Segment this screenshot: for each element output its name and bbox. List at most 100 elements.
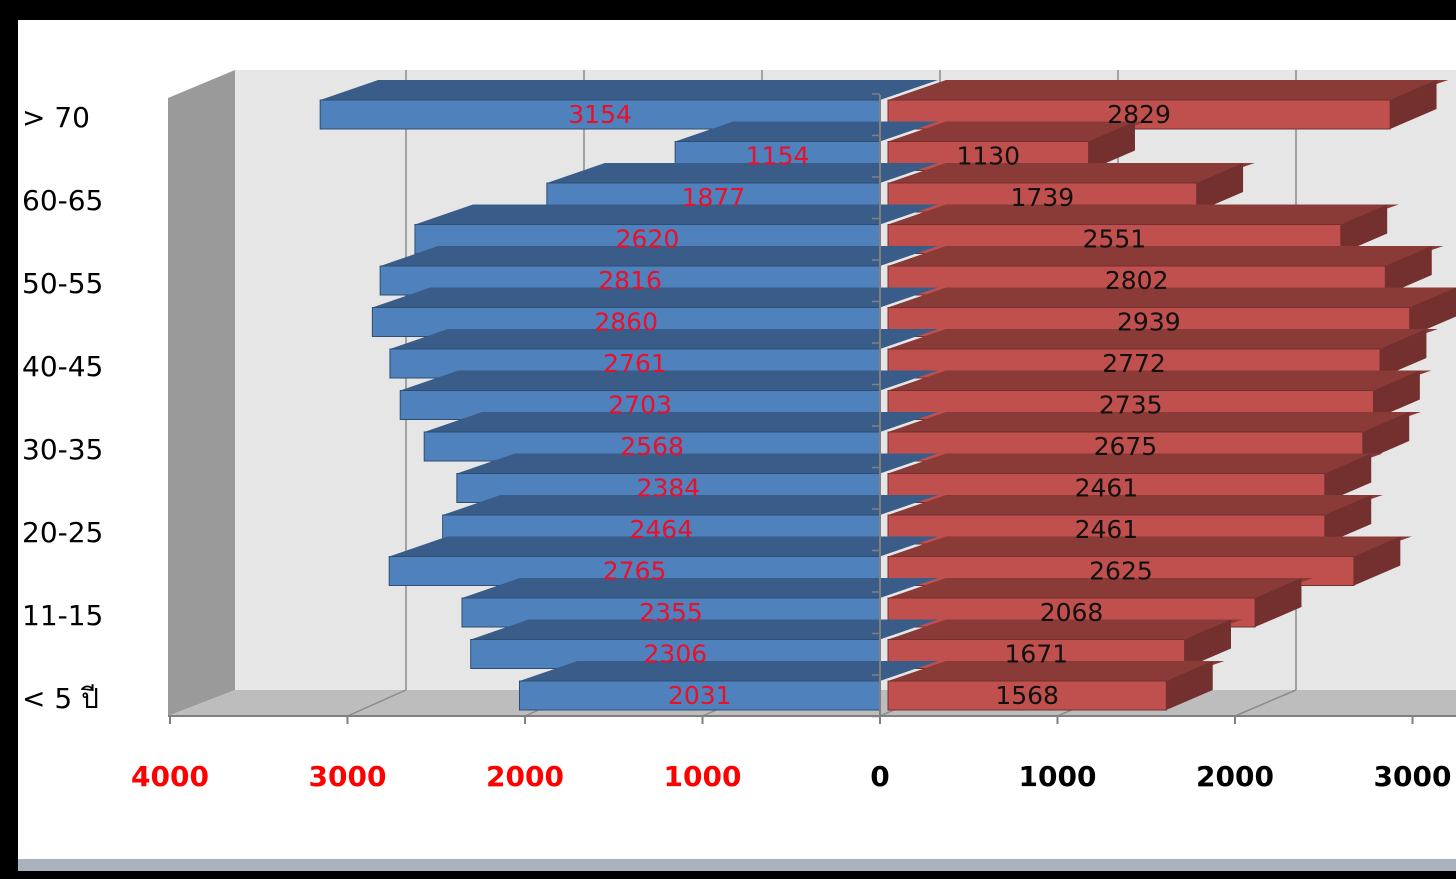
category-label: 20-25 — [22, 516, 103, 549]
category-label: 11-15 — [22, 599, 103, 632]
bar-male-top — [546, 163, 938, 183]
bar-female-side — [1373, 370, 1420, 420]
bar-male-top — [389, 536, 938, 557]
bar-male — [518, 680, 881, 711]
data-label-female: 2802 — [1105, 266, 1169, 295]
bar-female-top — [888, 121, 1147, 142]
bar-female-top — [888, 536, 1412, 557]
data-label-male: 1877 — [682, 183, 746, 212]
category-label: > 70 — [22, 101, 90, 134]
bar-female-side — [1166, 661, 1213, 710]
bar-male-top — [400, 370, 938, 391]
bar-female-side — [1255, 578, 1302, 627]
bar-female-top — [888, 246, 1444, 266]
bar-male-top — [470, 619, 938, 640]
data-label-male: 2355 — [639, 598, 703, 627]
bars — [319, 80, 1456, 711]
data-label-male: 1154 — [746, 142, 810, 171]
data-label-female: 1568 — [995, 681, 1059, 710]
bar-female-side — [1324, 453, 1372, 503]
data-label-male: 2761 — [603, 349, 667, 378]
bar-female-side — [1340, 204, 1388, 254]
data-label-female: 1671 — [1004, 640, 1068, 669]
bar-male-top — [519, 661, 938, 681]
bar-female-side — [1088, 121, 1135, 171]
bar-female-side — [1380, 329, 1427, 378]
bar-female-top — [888, 619, 1243, 640]
bar-female-top — [888, 453, 1383, 474]
bar-female-side — [1184, 619, 1232, 669]
category-label: < 5 ปี — [22, 682, 99, 715]
chart-panel: 3154 2829 > 70 1154 1130 1877 1739 60-65 2620 255… — [18, 20, 1456, 871]
data-label-female: 2461 — [1075, 515, 1139, 544]
data-label-male: 2860 — [594, 308, 658, 337]
bar-female-top — [888, 204, 1399, 225]
bar-male-top — [442, 495, 938, 515]
bar-female-top — [888, 495, 1383, 515]
bar-female-top — [888, 661, 1225, 681]
bar-male-top — [320, 80, 938, 100]
bar-female-side — [1196, 163, 1244, 212]
data-label-female: 2772 — [1102, 349, 1166, 378]
data-label-female: 2461 — [1075, 474, 1139, 503]
category-label: 50-55 — [22, 267, 103, 300]
bar-male-top — [372, 287, 939, 308]
bar-female-side — [1353, 536, 1401, 586]
floor-gridline — [1234, 689, 1297, 717]
category-label: 30-35 — [22, 433, 103, 466]
bar-female-side — [1362, 412, 1410, 461]
axes — [168, 93, 1456, 724]
bar-female-side — [1385, 246, 1432, 295]
category-label: 40-45 — [22, 350, 103, 383]
bar-male-top — [456, 453, 938, 474]
bar-male-top — [675, 121, 938, 142]
bar-female-top — [888, 578, 1314, 598]
bar-female-side — [1409, 287, 1456, 337]
data-label-male: 2384 — [637, 474, 701, 503]
data-label-male: 3154 — [568, 100, 632, 129]
data-label-female: 2829 — [1107, 100, 1171, 129]
x-tick-label: 3000 — [309, 760, 387, 793]
data-label-male: 2816 — [598, 266, 662, 295]
bar-female-top — [888, 329, 1439, 349]
bar-female-top — [888, 80, 1449, 100]
x-tick-label: 0 — [870, 760, 889, 793]
bar-female-side — [1390, 80, 1437, 129]
side-wall — [168, 70, 235, 716]
category-label: 60-65 — [22, 184, 103, 217]
bar-male-top — [414, 204, 938, 225]
bar-male-top — [424, 412, 938, 432]
data-label-female: 2551 — [1083, 225, 1147, 254]
x-tick-label: 2000 — [486, 760, 564, 793]
bottom-scroll-strip — [18, 859, 1456, 871]
bar-female-top — [888, 163, 1255, 183]
data-label-male: 2620 — [616, 225, 680, 254]
data-label-male: 2568 — [620, 432, 684, 461]
data-label-male: 2306 — [644, 640, 708, 669]
data-label-male: 2031 — [668, 681, 732, 710]
x-tick-label: 1000 — [664, 760, 742, 793]
bar-female — [887, 680, 1167, 711]
data-label-female: 2675 — [1094, 432, 1158, 461]
bar-male-top — [380, 246, 938, 266]
bar-male-top — [389, 329, 938, 349]
x-tick-label: 1000 — [1019, 760, 1097, 793]
data-label-female: 1130 — [956, 142, 1020, 171]
data-label-female: 2735 — [1099, 391, 1163, 420]
population-pyramid-chart: 3154 2829 > 70 1154 1130 1877 1739 60-65 2620 255… — [22, 70, 1456, 793]
data-label-male: 2464 — [630, 515, 694, 544]
x-tick-label: 4000 — [131, 760, 209, 793]
bar-female-top — [888, 412, 1421, 432]
data-label-female: 2625 — [1089, 557, 1153, 586]
floor-gridline — [347, 689, 407, 717]
data-label-female: 2068 — [1040, 598, 1104, 627]
labels: 3154 2829 > 70 1154 1130 1877 1739 60-65 2620 255… — [22, 100, 1451, 793]
bar-female-top — [888, 370, 1432, 391]
data-label-male: 2765 — [603, 557, 667, 586]
data-label-male: 2703 — [608, 391, 672, 420]
bar-female-top — [888, 287, 1456, 308]
data-label-female: 2939 — [1117, 308, 1181, 337]
x-tick-label: 3000 — [1374, 760, 1452, 793]
x-tick-label: 2000 — [1196, 760, 1274, 793]
